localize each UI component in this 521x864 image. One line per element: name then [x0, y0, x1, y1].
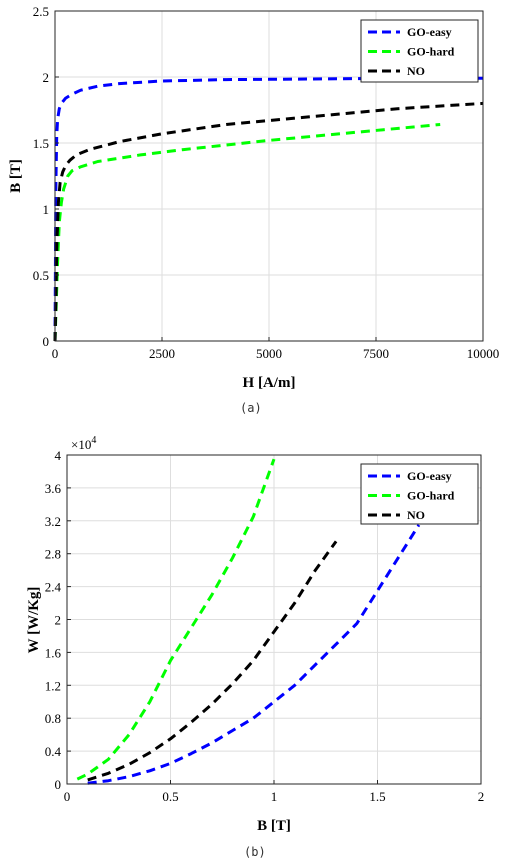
y-tick-label: 2.8 — [45, 547, 61, 562]
y-tick-label: 1 — [43, 202, 50, 217]
y-tick-label: 2 — [43, 70, 50, 85]
x-tick-label: 10000 — [467, 346, 500, 361]
y-tick-label: 0 — [55, 777, 62, 792]
chart-a-y-axis-label: B [T] — [8, 159, 24, 193]
chart-b-series — [76, 458, 421, 785]
y-tick-label: 3.6 — [45, 481, 62, 496]
legend-label-go-hard: GO-hard — [407, 489, 455, 503]
y-tick-label: 0.5 — [33, 268, 49, 283]
chart-b-y-exponent-power: 4 — [91, 435, 96, 446]
chart-a-legend-box — [360, 19, 479, 83]
chart-b-y-exponent-base: ×10 — [71, 437, 91, 452]
chart-a-series — [53, 76, 484, 342]
series-line-go-hard — [76, 458, 276, 781]
x-tick-label: 7500 — [363, 346, 389, 361]
legend-label-no: NO — [407, 508, 425, 522]
legend-label-go-hard: GO-hard — [407, 45, 455, 59]
series-line-no — [53, 101, 484, 342]
y-tick-label: 2.5 — [33, 4, 49, 19]
legend-label-go-easy: GO-easy — [407, 469, 452, 483]
chart-b-y-axis-label: W [W/Kg] — [26, 587, 42, 654]
x-tick-label: 5000 — [256, 346, 282, 361]
series-line-go-easy — [53, 76, 483, 342]
chart-a-x-axis-label: H [A/m] — [243, 375, 296, 391]
y-tick-label: 2 — [55, 613, 62, 628]
x-tick-label: 0.5 — [162, 789, 178, 804]
y-tick-label: 3.2 — [45, 514, 61, 529]
legend-label-go-easy: GO-easy — [407, 25, 452, 39]
series-line-no — [87, 540, 338, 782]
y-tick-label: 1.2 — [45, 678, 61, 693]
chart-b-y-exponent: ×104 — [71, 435, 96, 452]
series-line-go-hard — [53, 123, 441, 342]
chart-a-y-ticks: 0 0.5 1 1.5 2 2.5 — [33, 4, 59, 349]
y-tick-label: 1.6 — [45, 645, 62, 660]
chart-b-caption: (b) — [244, 845, 266, 859]
y-tick-label: 4 — [55, 448, 62, 463]
x-tick-label: 1.5 — [369, 789, 385, 804]
x-tick-label: 0 — [52, 346, 59, 361]
series-line-go-easy — [87, 524, 421, 785]
chart-a-caption: (a) — [240, 401, 262, 415]
chart-a-legend: GO-easy GO-hard NO — [360, 19, 479, 83]
y-tick-label: 0.4 — [45, 744, 62, 759]
y-tick-label: 0 — [43, 334, 50, 349]
chart-b-legend: GO-easy GO-hard NO — [360, 463, 479, 525]
y-tick-label: 1.5 — [33, 136, 49, 151]
chart-b-x-axis-label: B [T] — [257, 818, 291, 834]
chart-a-x-ticks: 0 2500 5000 7500 10000 — [52, 337, 500, 361]
chart-b-y-ticks: 0 0.4 0.8 1.2 1.6 2 2.4 2.8 3.2 3.6 4 — [45, 448, 71, 792]
x-tick-label: 1 — [271, 789, 278, 804]
y-tick-label: 2.4 — [45, 580, 62, 595]
y-tick-label: 0.8 — [45, 711, 61, 726]
x-tick-label: 2500 — [149, 346, 175, 361]
chart-a: 0 2500 5000 7500 10000 00.511.522.5 H [A/m] … — [8, 4, 499, 415]
chart-b-x-ticks: 0 0.5 1 1.5 2 — [64, 780, 485, 804]
x-tick-label: 0 — [64, 789, 71, 804]
legend-label-no: NO — [407, 64, 425, 78]
chart-b: 0 0.5 1 1.5 2 0 0.4 0.8 1.2 1.6 2 2.4 2.8 3.2 3.6 4 B … — [26, 435, 484, 859]
chart-b-legend-box — [360, 463, 479, 525]
x-tick-label: 2 — [478, 789, 485, 804]
